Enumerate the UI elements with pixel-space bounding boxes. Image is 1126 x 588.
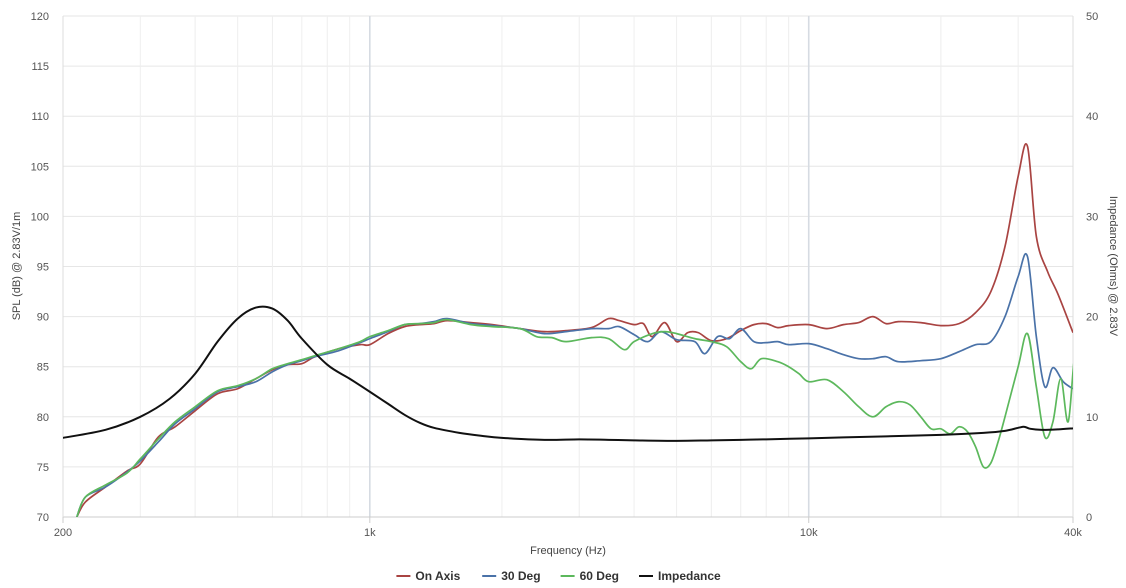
y2-tick-label: 0 [1086, 512, 1092, 524]
legend-item[interactable]: Impedance [639, 569, 721, 583]
y-tick-label: 85 [37, 362, 49, 374]
y2-tick-label: 40 [1086, 111, 1098, 123]
y2-tick-label: 20 [1086, 312, 1098, 324]
legend-item[interactable]: 60 Deg [560, 569, 619, 583]
grid-lines [62, 15, 1074, 518]
y-tick-label: 75 [37, 462, 49, 474]
legend-item[interactable]: 30 Deg [482, 569, 541, 583]
x-tick-label: 1k [364, 527, 376, 539]
y-tick-label: 115 [31, 61, 49, 73]
y-tick-label: 95 [37, 262, 49, 274]
y-axis-label: SPL (dB) @ 2.83V/1m [11, 212, 23, 321]
series-lines [63, 143, 1073, 517]
legend-label: Impedance [658, 569, 721, 583]
x-axis-label: Frequency (Hz) [530, 545, 606, 557]
series-line-60-deg [75, 318, 1073, 517]
y2-tick-label: 50 [1086, 11, 1098, 23]
y-tick-label: 100 [31, 211, 49, 223]
legend-item[interactable]: On Axis [396, 569, 461, 583]
y-tick-label: 80 [37, 412, 49, 424]
y-tick-label: 90 [37, 312, 49, 324]
series-line-impedance [63, 305, 1073, 442]
x-tick-label: 10k [800, 527, 818, 539]
legend-label: On Axis [415, 569, 460, 583]
y-tick-label: 70 [37, 512, 49, 524]
tick-labels: 70 75 80 85 90 95 100 105 110 115 120 0 10 20 30 40 50 20… [31, 11, 1099, 539]
legend-label: 30 Deg [501, 569, 540, 583]
y2-tick-label: 10 [1086, 412, 1098, 424]
x-tick-label: 200 [54, 527, 72, 539]
y-tick-label: 105 [31, 161, 49, 173]
legend-label: 60 Deg [580, 569, 619, 583]
x-tick-label: 40k [1064, 527, 1082, 539]
y2-tick-label: 30 [1086, 211, 1098, 223]
y2-axis-label: Impedance (Ohms) @ 2.83V [1107, 196, 1119, 337]
legend: On Axis 30 Deg 60 Deg Impedance [396, 569, 721, 583]
series-line-30-deg [75, 253, 1073, 517]
y-tick-label: 120 [31, 11, 49, 23]
y-tick-label: 110 [31, 111, 49, 123]
